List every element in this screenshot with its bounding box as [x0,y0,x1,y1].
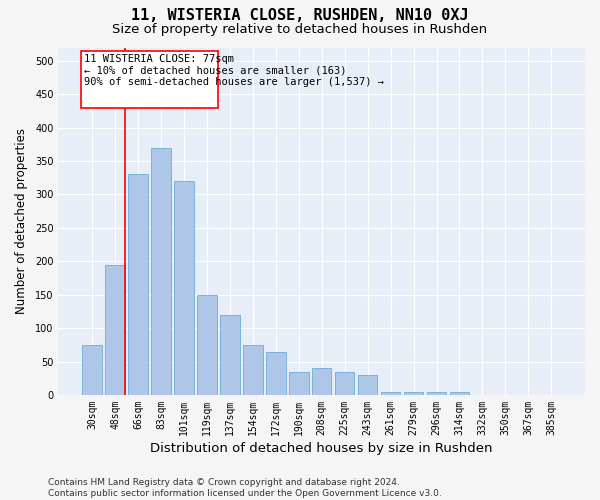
Bar [174,181,194,395]
X-axis label: Distribution of detached houses by size in Rushden: Distribution of detached houses by size … [151,442,493,455]
Bar [427,392,446,395]
Text: 11 WISTERIA CLOSE: 77sqm
← 10% of detached houses are smaller (163)
90% of semi-: 11 WISTERIA CLOSE: 77sqm ← 10% of detach… [84,54,384,88]
Bar [106,264,125,395]
Bar [381,392,400,395]
Bar [450,392,469,395]
Bar [197,294,217,395]
Text: Contains HM Land Registry data © Crown copyright and database right 2024.
Contai: Contains HM Land Registry data © Crown c… [48,478,442,498]
Text: 11, WISTERIA CLOSE, RUSHDEN, NN10 0XJ: 11, WISTERIA CLOSE, RUSHDEN, NN10 0XJ [131,8,469,22]
Text: Size of property relative to detached houses in Rushden: Size of property relative to detached ho… [112,22,488,36]
Bar [335,372,355,395]
Bar [151,148,171,395]
Bar [404,392,424,395]
Y-axis label: Number of detached properties: Number of detached properties [15,128,28,314]
FancyBboxPatch shape [80,51,218,108]
Bar [243,345,263,395]
Bar [220,315,239,395]
Bar [289,372,308,395]
Bar [266,352,286,395]
Bar [312,368,331,395]
Bar [128,174,148,395]
Bar [358,375,377,395]
Bar [82,345,102,395]
